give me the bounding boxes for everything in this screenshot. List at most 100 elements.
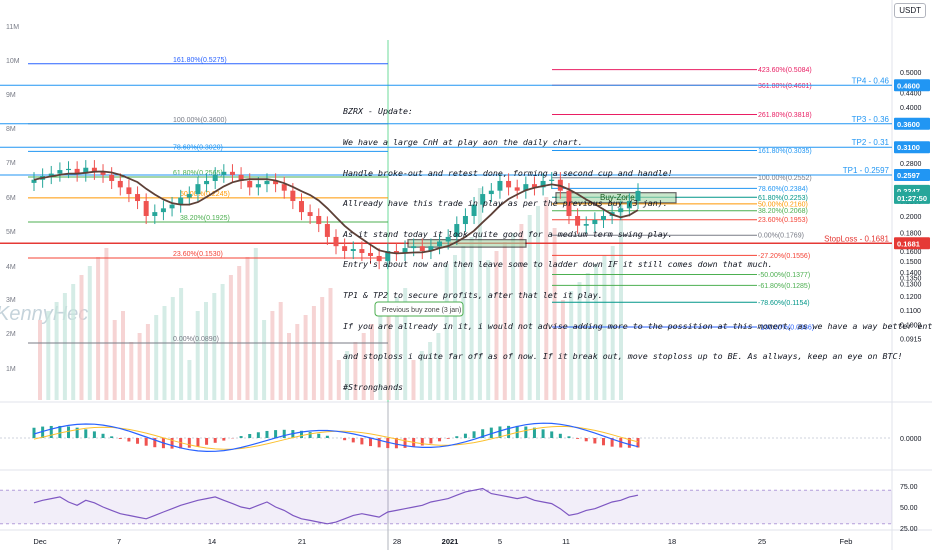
volume-bar <box>88 266 92 400</box>
oscillator-histogram-bar <box>283 430 286 438</box>
oscillator-histogram-bar <box>585 438 588 441</box>
note-line: TP1 & TP2 to secure profits, after that … <box>343 290 813 300</box>
target-label: TP1 - 0.2597 <box>843 166 890 175</box>
volume-bar <box>171 297 175 400</box>
rsi-tick-label: 75.00 <box>900 484 918 491</box>
oscillator-histogram-bar <box>524 427 527 438</box>
time-tick-label: 28 <box>393 537 401 546</box>
candle-body <box>316 216 321 224</box>
candle-body <box>66 169 71 170</box>
oscillator-histogram-bar <box>145 438 148 446</box>
volume-bar <box>113 320 117 400</box>
oscillator-histogram-bar <box>317 434 320 438</box>
currency-selector[interactable]: USDT <box>894 3 926 18</box>
price-tick-label: 0.4000 <box>900 105 922 112</box>
oscillator-histogram-bar <box>274 430 277 438</box>
volume-bar <box>204 302 208 400</box>
time-tick-label: 25 <box>758 537 766 546</box>
note-line: We have a large CnH at play aon the dail… <box>343 137 813 147</box>
candle-body <box>334 237 339 246</box>
volume-bar <box>221 284 225 400</box>
price-tick-label: 0.2800 <box>900 161 922 168</box>
price-tick-label: 0.1600 <box>900 249 922 256</box>
volume-bar <box>312 306 316 400</box>
oscillator-histogram-bar <box>473 431 476 438</box>
oscillator-histogram-bar <box>326 436 329 438</box>
volume-bar <box>337 360 341 400</box>
oscillator-histogram-bar <box>576 438 579 439</box>
price-tick-label: 0.1500 <box>900 259 922 266</box>
oscillator-histogram-bar <box>240 436 243 438</box>
oscillator-histogram-bar <box>455 436 458 438</box>
oscillator-histogram-bar <box>343 438 346 440</box>
volume-bar <box>179 288 183 400</box>
volume-bar <box>254 248 258 400</box>
price-tick-label: 0.4400 <box>900 90 922 97</box>
volume-bar <box>196 311 200 400</box>
candle-body <box>170 205 175 209</box>
volume-bar <box>262 320 266 400</box>
price-tick-label: 0.5000 <box>900 70 922 77</box>
oscillator-histogram-bar <box>550 431 553 438</box>
oscillator-histogram-bar <box>265 431 268 438</box>
oscillator-histogram-bar <box>214 438 217 443</box>
fib-old-label: 78.60%(0.3020) <box>173 144 223 151</box>
volume-bar <box>129 342 133 400</box>
oscillator-tick-label: 0.0000 <box>900 436 922 443</box>
volume-bar <box>46 311 50 400</box>
oscillator-histogram-bar <box>188 438 191 448</box>
volume-bar <box>163 306 167 400</box>
time-tick-label: 18 <box>668 537 676 546</box>
oscillator-histogram-bar <box>102 434 105 438</box>
oscillator-histogram-bar <box>84 429 87 438</box>
fib-old-label: 161.80%(0.5275) <box>173 57 227 64</box>
oscillator-histogram-bar <box>257 432 260 438</box>
oscillator-histogram-bar <box>438 438 441 441</box>
candle-body <box>230 172 235 175</box>
volume-tick-label: 4M <box>6 264 16 271</box>
oscillator-histogram-bar <box>369 438 372 446</box>
candle-body <box>282 184 287 191</box>
oscillator-histogram-bar <box>309 432 312 438</box>
oscillator-histogram-bar <box>447 438 450 439</box>
oscillator-histogram-bar <box>205 438 208 445</box>
candle-body <box>247 181 252 187</box>
note-line: #Stronghands <box>343 382 813 392</box>
volume-bar <box>295 324 299 400</box>
oscillator-histogram-bar <box>196 438 199 446</box>
candle-body <box>152 212 157 216</box>
oscillator-histogram-bar <box>421 438 424 445</box>
volume-bar <box>121 311 125 400</box>
time-tick-label: 21 <box>298 537 306 546</box>
candle-body <box>57 170 62 174</box>
volume-tick-label: 6M <box>6 195 16 202</box>
time-tick-label: 5 <box>498 537 502 546</box>
volume-bar <box>146 324 150 400</box>
volume-bar <box>71 284 75 400</box>
candle-body <box>213 175 218 181</box>
volume-bar <box>38 320 42 400</box>
time-tick-label: 2021 <box>442 537 459 546</box>
oscillator-histogram-bar <box>360 438 363 444</box>
price-tick-label: 0.1100 <box>900 308 921 315</box>
oscillator-histogram-bar <box>567 436 570 438</box>
volume-tick-label: 7M <box>6 160 16 167</box>
note-line: As it stand today it look quite good for… <box>343 229 813 239</box>
volume-tick-label: 2M <box>6 331 16 338</box>
fib-old-label: 38.20%(0.1925) <box>180 215 230 222</box>
candle-body <box>144 201 149 216</box>
volume-bar <box>270 311 274 400</box>
volume-bar <box>187 360 191 400</box>
volume-bar <box>80 275 84 400</box>
oscillator-histogram-bar <box>222 438 225 441</box>
price-badge-label: 0.3600 <box>897 120 920 129</box>
oscillator-histogram-bar <box>464 434 467 438</box>
candle-body <box>264 181 269 184</box>
rsi-band <box>0 490 892 524</box>
oscillator-histogram-bar <box>33 428 36 438</box>
volume-tick-label: 8M <box>6 126 16 133</box>
volume-bar <box>329 288 333 400</box>
target-label: TP2 - 0.31 <box>852 138 890 147</box>
fib-old-label: 0.00%(0.0890) <box>173 336 219 343</box>
